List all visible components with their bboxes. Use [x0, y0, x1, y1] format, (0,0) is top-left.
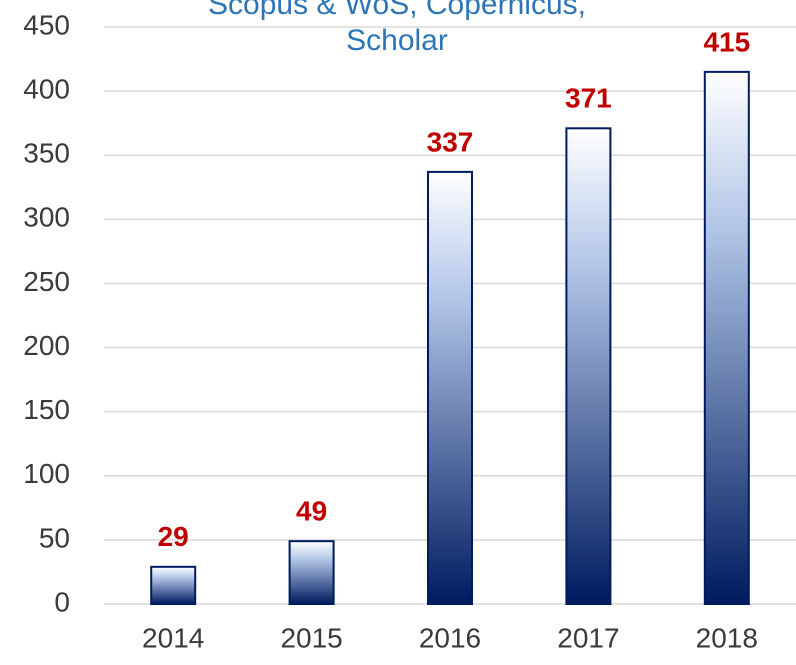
chart-title: Scopus & WoS, Copernicus, [208, 0, 586, 21]
y-tick-label: 50 [39, 522, 70, 553]
bar [427, 170, 473, 605]
y-tick-label: 300 [23, 202, 70, 233]
x-tick-label: 2015 [280, 622, 342, 653]
bar [150, 565, 197, 605]
y-tick-label: 100 [23, 458, 70, 489]
x-tick-label: 2014 [142, 622, 204, 653]
y-tick-label: 350 [23, 138, 70, 169]
value-label: 371 [565, 83, 612, 114]
y-tick-label: 200 [23, 330, 70, 361]
x-tick-label: 2017 [557, 622, 619, 653]
x-tick-label: 2016 [419, 622, 481, 653]
value-label: 49 [296, 496, 327, 527]
y-tick-label: 250 [23, 266, 70, 297]
bar [565, 127, 612, 605]
y-tick-label: 400 [23, 74, 70, 105]
value-label: 415 [703, 26, 750, 57]
y-tick-label: 150 [23, 394, 70, 425]
bar [703, 70, 750, 605]
bar [288, 540, 335, 605]
y-tick-label: 450 [23, 9, 70, 40]
value-label: 337 [427, 126, 474, 157]
y-tick-label: 0 [54, 586, 70, 617]
x-tick-label: 2018 [696, 622, 758, 653]
chart-title: Scholar [346, 24, 448, 57]
value-label: 29 [158, 521, 189, 552]
